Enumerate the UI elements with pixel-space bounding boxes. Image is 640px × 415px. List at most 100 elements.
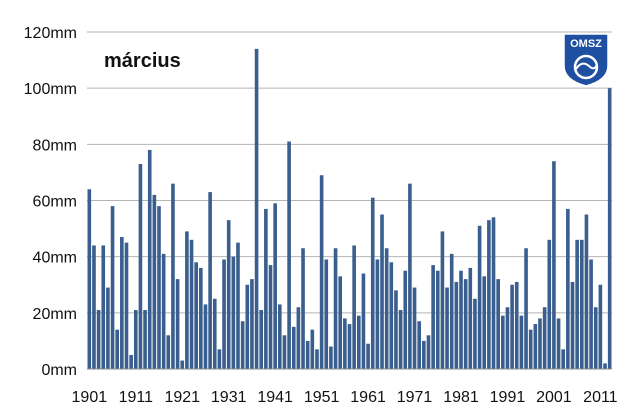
y-tick-label: 100mm [24,81,77,98]
x-tick-labels: 1901 1911 1921 1931 1941 1951 1961 1971 1981 1991… [72,389,618,406]
bar [152,194,157,369]
bar [514,281,519,369]
y-tick-label: 120mm [24,25,77,42]
x-tick-label: 1921 [164,389,200,406]
x-tick-label: 1991 [490,389,526,406]
bar [463,279,468,369]
bar [199,267,203,369]
bar [598,284,603,369]
y-tick-labels: 0mm 20mm 40mm 60mm 80mm 100mm 120mm [24,25,77,379]
bar [87,189,92,369]
bar [143,310,147,369]
bar [552,161,556,369]
bar [547,239,552,369]
x-tick-label: 1981 [443,389,479,406]
bar [487,220,491,369]
bar [96,310,101,369]
bar [254,48,259,369]
bar [593,307,598,369]
bar [528,329,533,369]
bar [101,245,106,369]
bar [561,349,566,369]
bar [370,197,375,369]
omsz-logo: OMSZ [563,33,609,87]
bar [217,349,222,369]
bar [482,276,487,369]
bar [236,242,240,370]
x-tick-label: 1971 [397,389,433,406]
y-tick-label: 40mm [33,250,77,267]
bar [129,354,133,369]
bar [445,287,449,369]
bar [203,304,208,369]
logo-text: OMSZ [570,38,602,50]
bar [366,343,370,369]
bar [273,203,277,369]
bar [250,279,254,369]
bar [282,335,287,369]
bar [417,321,421,369]
bar [375,259,380,369]
bar [356,315,361,369]
x-tick-label: 2011 [583,389,618,406]
bar [389,262,394,369]
logo-swirl-icon [573,54,599,80]
x-tick-label: 1941 [257,389,293,406]
bar [510,284,514,369]
bar [412,287,417,369]
bar [120,237,124,369]
bar [538,318,542,369]
bar [157,206,161,369]
y-tick-label: 60mm [33,194,77,211]
bar [589,259,593,369]
bar [208,192,212,369]
bar [603,363,607,369]
x-tick-label: 1931 [211,389,247,406]
x-tick-label: 1901 [72,389,108,406]
bar [566,208,570,369]
bar [92,245,96,369]
bar [171,183,175,369]
bar [175,279,180,369]
bar [124,242,129,370]
bar [361,273,366,369]
bar [343,318,347,369]
bar [333,248,338,369]
logo-shield-icon [563,33,609,87]
x-tick-label: 1911 [119,389,154,406]
bar [352,245,356,369]
bar [296,307,301,369]
bar [459,270,463,369]
bar [468,267,473,369]
grid-lines [87,31,612,314]
bar [324,259,329,369]
bar [347,324,352,369]
bar [147,149,152,369]
bar [491,217,496,369]
bar [319,175,324,369]
bar [403,270,408,369]
x-tick-label: 1951 [304,389,340,406]
bar [473,298,477,369]
bar [166,335,171,369]
x-tick-label: 1961 [350,389,386,406]
bar [338,276,343,369]
bar [185,231,189,369]
bar [133,310,138,369]
bar [194,262,198,369]
bar [575,239,579,369]
bar [426,335,431,369]
bar [110,206,115,369]
bar [380,214,384,369]
bar [556,318,561,369]
bars [87,48,612,370]
x-tick-label: 2001 [536,389,572,406]
bar [245,284,250,369]
bar [301,248,305,369]
bar [440,231,445,369]
bar [570,281,575,369]
bar [268,265,273,369]
chart-title: március [104,50,181,72]
bar [454,281,459,369]
